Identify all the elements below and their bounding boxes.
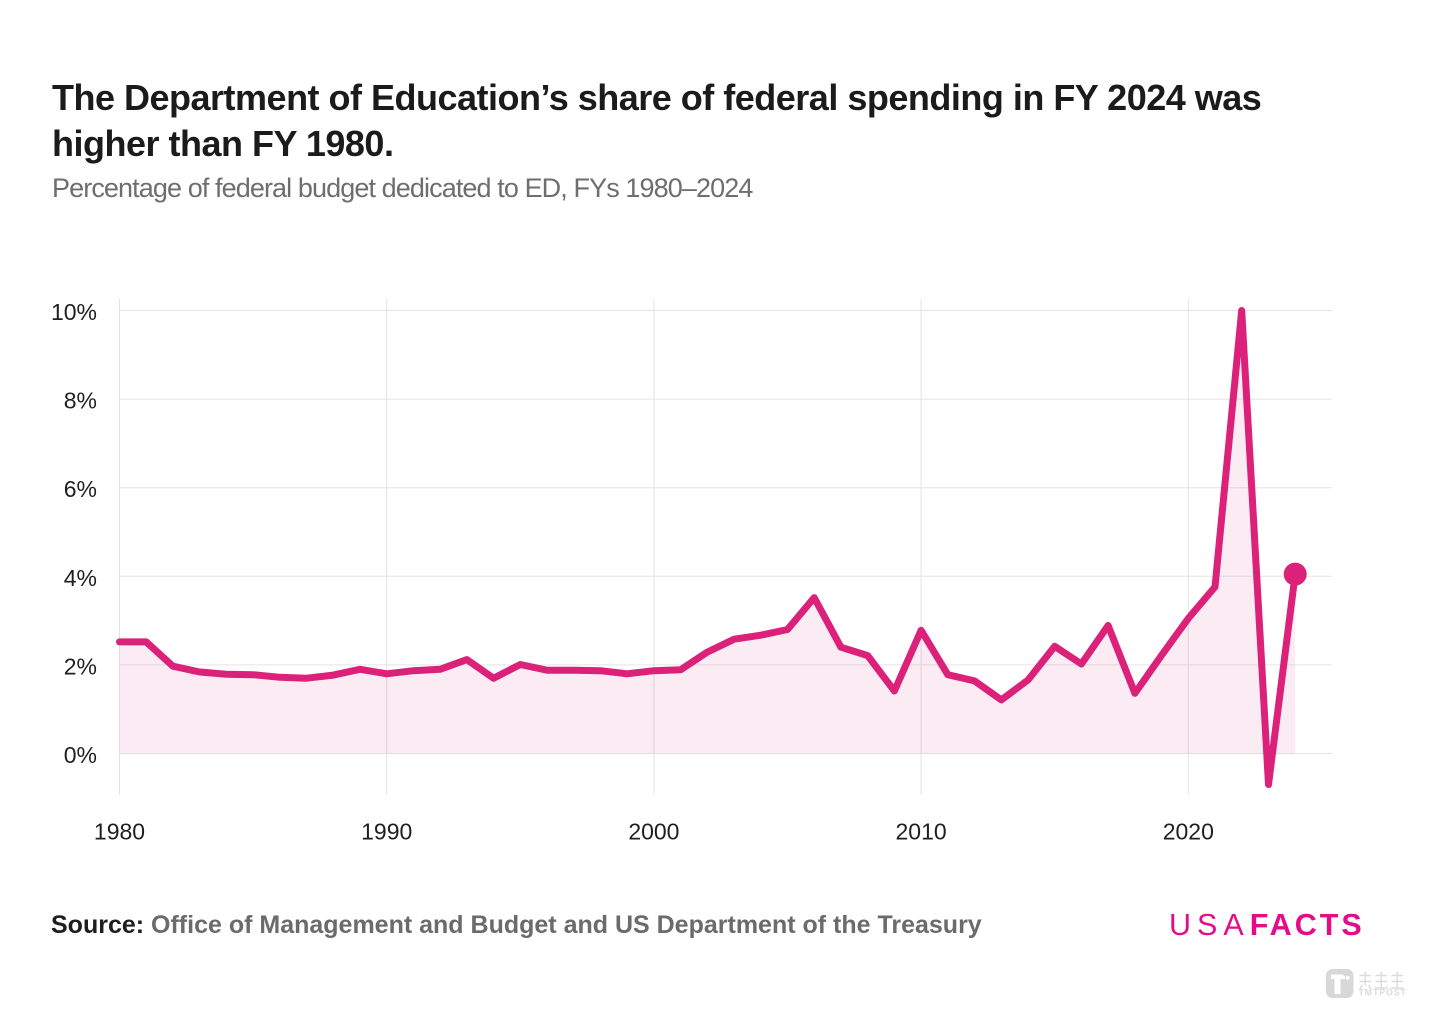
svg-text:2000: 2000 bbox=[628, 819, 679, 845]
svg-text:2%: 2% bbox=[64, 653, 97, 679]
svg-text:2010: 2010 bbox=[896, 819, 947, 845]
svg-text:10%: 10% bbox=[51, 299, 97, 325]
svg-text:8%: 8% bbox=[64, 388, 97, 414]
svg-text:2020: 2020 bbox=[1163, 819, 1214, 845]
svg-text:0%: 0% bbox=[64, 742, 97, 768]
svg-text:1990: 1990 bbox=[361, 819, 412, 845]
svg-text:4%: 4% bbox=[64, 565, 97, 591]
svg-text:6%: 6% bbox=[64, 476, 97, 502]
svg-text:TMTPOST: TMTPOST bbox=[1359, 988, 1407, 998]
svg-text:1980: 1980 bbox=[94, 819, 145, 845]
